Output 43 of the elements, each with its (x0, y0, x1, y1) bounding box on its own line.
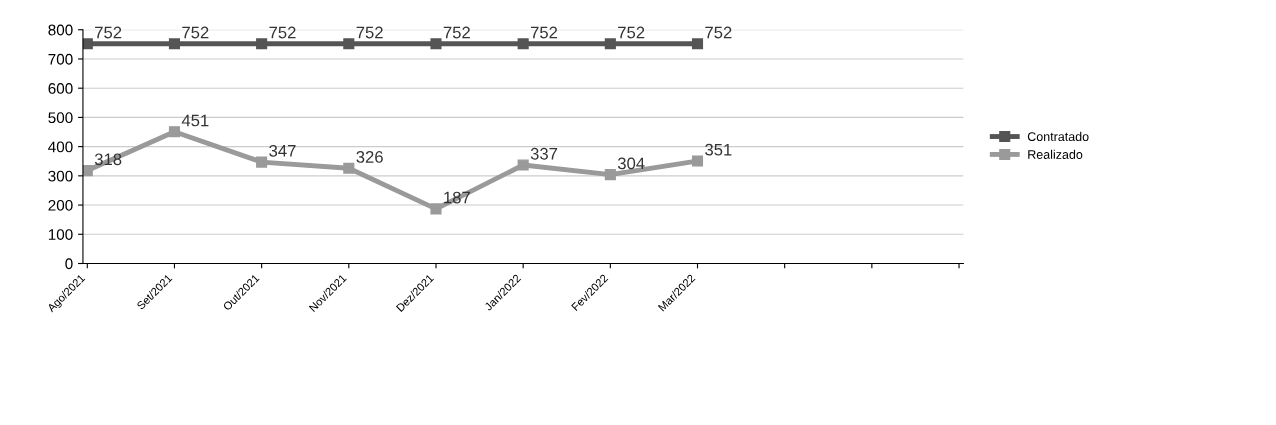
point (604, 38, 616, 50)
point (82, 38, 93, 50)
data-label: 752 (95, 26, 122, 39)
data-label: 451 (181, 114, 209, 127)
legend-label: Contratado (1027, 131, 1089, 142)
y-tick-label: 600 (48, 83, 73, 94)
data-label: 752 (269, 26, 296, 39)
data-label: 752 (530, 26, 558, 39)
point (168, 38, 181, 50)
data-label: 347 (269, 144, 296, 157)
data-label: 351 (705, 143, 732, 156)
data-label: 318 (94, 153, 122, 166)
data-label: 752 (705, 26, 732, 39)
y-tick-label: 0 (65, 258, 73, 270)
y-tick-label: 700 (48, 53, 73, 65)
point (430, 203, 442, 215)
y-tick-label: 500 (48, 112, 73, 124)
point (691, 38, 704, 50)
data-label: 752 (618, 26, 645, 39)
point (256, 156, 268, 168)
legend-label: Realizado (1028, 149, 1083, 159)
point (517, 38, 529, 50)
data-label: 187 (444, 191, 470, 204)
data-label: 337 (530, 147, 558, 160)
data-label: 304 (617, 157, 645, 170)
y-tick-label: 800 (48, 24, 73, 36)
point (343, 162, 355, 174)
y-tick-label: 100 (48, 229, 73, 240)
point (82, 165, 93, 177)
data-label: 752 (356, 26, 383, 39)
y-tick-label: 400 (48, 141, 73, 153)
point (430, 38, 442, 50)
point (691, 155, 704, 167)
point (517, 159, 529, 171)
y-tick-label: 200 (48, 199, 73, 211)
data-label: 752 (443, 26, 470, 39)
point (168, 126, 181, 138)
y-tick-label: 300 (48, 170, 73, 182)
data-label: 752 (182, 26, 209, 39)
point (343, 38, 355, 50)
point (256, 38, 268, 50)
point (604, 169, 616, 181)
data-label: 326 (356, 151, 383, 163)
